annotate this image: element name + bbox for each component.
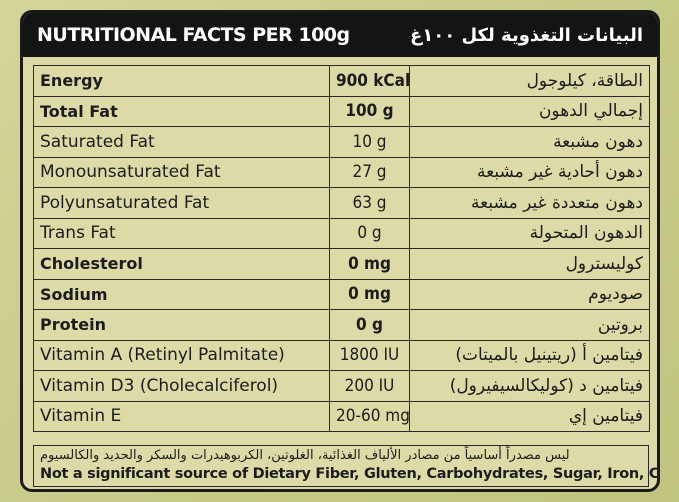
nutrient-name-arabic: صوديوم [409, 278, 650, 310]
nutrient-value: 0 mg [329, 248, 410, 280]
nutrient-name-arabic: كوليسترول [409, 248, 650, 280]
table-row: Monounsaturated Fat 27 g دهون أحادية غير م… [33, 156, 650, 188]
nutrient-value: 100 g [329, 95, 410, 127]
table-row: Saturated Fat 10 g دهون مشبعة [33, 126, 650, 158]
nutrient-name-arabic: بروتين [409, 309, 650, 341]
nutrient-value: 0 g [329, 309, 410, 341]
nutrient-name: Total Fat [33, 95, 330, 127]
nutrient-name: Vitamin D3 (Cholecalciferol) [33, 370, 330, 402]
table-row: Protein 0 g بروتين [33, 309, 650, 341]
table-row: Vitamin D3 (Cholecalciferol) 200 IU فيتامي… [33, 370, 650, 402]
table-row: Energy 900 kCal الطاقة، كيلوجول [33, 65, 650, 97]
table-row: Trans Fat 0 g الدهون المتحولة [33, 217, 650, 249]
table-row: Total Fat 100 g إجمالي الدهون [33, 95, 650, 127]
nutrient-name-arabic: الدهون المتحولة [409, 217, 650, 249]
nutrient-name: Energy [33, 65, 330, 97]
nutrient-value: 1800 IU [329, 339, 410, 371]
nutrient-value: 10 g [329, 126, 410, 158]
nutrient-value: 900 kCal [329, 65, 410, 97]
nutrient-value: 0 mg [329, 278, 410, 310]
nutrient-value: 20-60 mg [329, 400, 410, 432]
label-header: NUTRITIONAL FACTS PER 100g البيانات التغ… [23, 13, 657, 57]
nutrient-name: Protein [33, 309, 330, 341]
nutrient-value: 200 IU [329, 370, 410, 402]
footer-note-arabic: ليس مصدراً أساسياً من مصادر الألياف الغذ… [40, 448, 570, 463]
nutrient-name-arabic: فيتامين أ (ريتينيل بالميتات) [409, 339, 650, 371]
nutrient-name: Vitamin E [33, 400, 330, 432]
footer-note-english: Not a significant source of Dietary Fibe… [40, 466, 660, 482]
table-row: Cholesterol 0 mg كوليسترول [33, 248, 650, 280]
label-footer: ليس مصدراً أساسياً من مصادر الألياف الغذ… [33, 445, 660, 487]
nutrient-name: Sodium [33, 278, 330, 310]
nutrient-name-arabic: دهون أحادية غير مشبعة [409, 156, 650, 188]
nutrient-name: Polyunsaturated Fat [33, 187, 330, 219]
header-title-arabic: البيانات التغذوية لكل ١٠٠غ [409, 24, 643, 46]
header-title-english: NUTRITIONAL FACTS PER 100g [37, 24, 350, 46]
nutrient-name-arabic: فيتامين إي [409, 400, 650, 432]
nutrient-name-arabic: دهون مشبعة [409, 126, 650, 158]
nutrient-name: Vitamin A (Retinyl Palmitate) [33, 339, 330, 371]
nutrient-name: Trans Fat [33, 217, 330, 249]
table-row: Sodium 0 mg صوديوم [33, 278, 650, 310]
nutrient-name-arabic: إجمالي الدهون [409, 95, 650, 127]
table-row: Polyunsaturated Fat 63 g دهون متعددة غير م… [33, 187, 650, 219]
nutrient-name-arabic: دهون متعددة غير مشبعة [409, 187, 650, 219]
nutrient-name: Cholesterol [33, 248, 330, 280]
nutrition-table: Energy 900 kCal الطاقة، كيلوجول Total Fat 10… [33, 65, 650, 432]
nutrient-value: 63 g [329, 187, 410, 219]
nutrient-name: Saturated Fat [33, 126, 330, 158]
nutrition-label: NUTRITIONAL FACTS PER 100g البيانات التغ… [20, 10, 660, 492]
nutrient-name: Monounsaturated Fat [33, 156, 330, 188]
nutrient-name-arabic: الطاقة، كيلوجول [409, 65, 650, 97]
table-row: Vitamin E 20-60 mg فيتامين إي [33, 400, 650, 432]
nutrient-value: 0 g [329, 217, 410, 249]
table-row: Vitamin A (Retinyl Palmitate) 1800 IU فيتا… [33, 339, 650, 371]
nutrient-value: 27 g [329, 156, 410, 188]
nutrient-name-arabic: فيتامين د (كوليكالسيفيرول) [409, 370, 650, 402]
